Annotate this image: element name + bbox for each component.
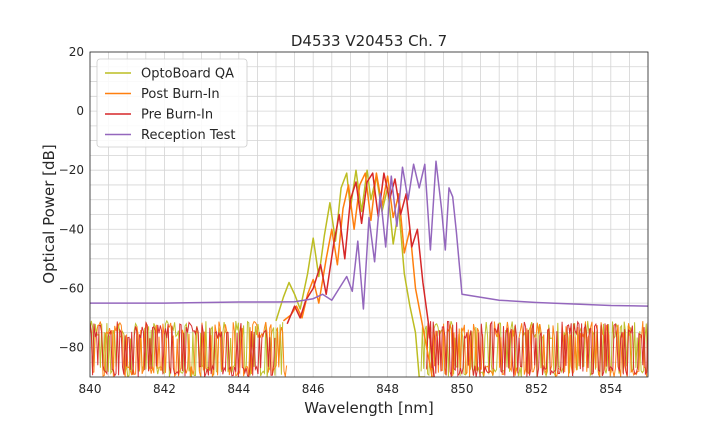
noise-trace xyxy=(90,320,288,377)
x-axis-label: Wavelength [nm] xyxy=(304,399,434,417)
series-lines xyxy=(90,160,648,377)
noise-trace xyxy=(426,321,648,377)
legend-label: OptoBoard QA xyxy=(141,67,234,82)
legend-box xyxy=(96,58,248,148)
series-line xyxy=(90,160,648,310)
y-tick-label: −60 xyxy=(59,281,84,295)
series-line xyxy=(286,172,435,377)
noise-trace xyxy=(426,320,648,377)
noise-floor xyxy=(90,319,648,377)
x-tick-label: 852 xyxy=(525,382,548,396)
legend-label: Pre Burn-In xyxy=(141,108,213,123)
y-tick-label: −40 xyxy=(59,222,84,236)
y-tick-label: −80 xyxy=(59,340,84,354)
x-tick-label: 848 xyxy=(376,382,399,396)
legend: OptoBoard QA Post Burn-In Pre Burn-In Recep… xyxy=(96,58,248,148)
y-tick-label: 20 xyxy=(69,45,84,59)
x-tick-label: 842 xyxy=(153,382,176,396)
y-axis-label: Optical Power [dB] xyxy=(40,144,58,283)
series-line xyxy=(282,172,433,377)
chart-title: D4533 V20453 Ch. 7 xyxy=(291,32,447,50)
x-tick-label: 850 xyxy=(451,382,474,396)
legend-label: Post Burn-In xyxy=(141,87,220,102)
x-tick-label: 854 xyxy=(599,382,622,396)
y-tick-label: −20 xyxy=(59,163,84,177)
x-tick-label: 844 xyxy=(227,382,250,396)
plot-frame xyxy=(89,51,649,378)
tick-labels: 840 842 844 846 848 850 852 854 20 0 −20 −40 −60 −80 xyxy=(59,45,623,396)
noise-trace xyxy=(90,321,276,377)
legend-label: Reception Test xyxy=(141,128,235,143)
y-tick-label: 0 xyxy=(76,104,84,118)
x-tick-label: 846 xyxy=(302,382,325,396)
x-tick-label: 840 xyxy=(79,382,102,396)
